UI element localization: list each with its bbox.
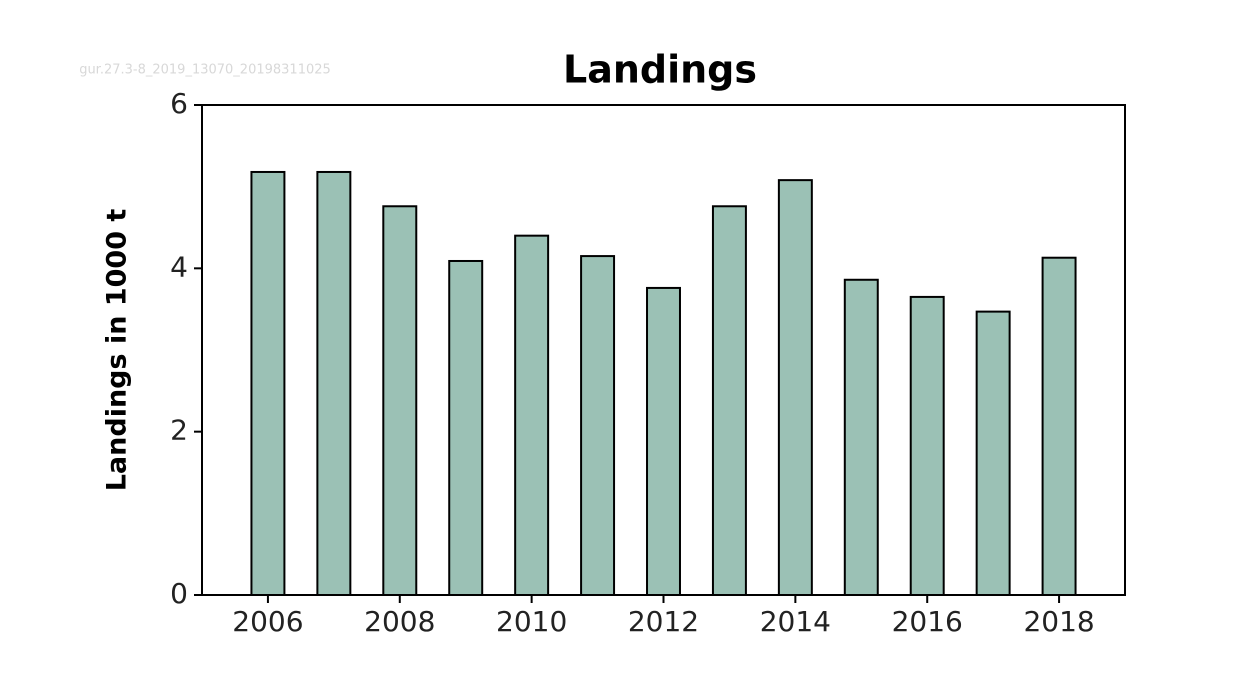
- bar: [646, 286, 681, 596]
- bar: [514, 234, 550, 597]
- plot-frame: [201, 104, 1126, 596]
- bar: [909, 295, 945, 596]
- y-tick-label: 2: [170, 414, 188, 447]
- chart-title: Landings: [563, 48, 757, 92]
- bar: [580, 255, 616, 596]
- y-axis-label: Landings in 1000 t: [102, 209, 133, 492]
- bar: [448, 259, 484, 596]
- x-tick-label: 2018: [1023, 605, 1094, 638]
- y-tick-label: 6: [170, 87, 188, 120]
- bar: [711, 205, 747, 596]
- x-tick-label: 2016: [892, 605, 963, 638]
- x-tick-label: 2014: [760, 605, 831, 638]
- bar: [777, 179, 813, 596]
- bar: [250, 170, 286, 596]
- x-tick-label: 2008: [364, 605, 435, 638]
- watermark: gur.27.3-8_2019_13070_20198311025: [79, 63, 331, 78]
- y-tick-label: 0: [170, 577, 188, 610]
- bar: [975, 310, 1011, 596]
- x-tick-label: 2006: [232, 605, 303, 638]
- bar: [843, 278, 879, 596]
- bar: [316, 170, 352, 596]
- bar: [1041, 256, 1077, 596]
- bar: [382, 205, 418, 596]
- y-tick-label: 4: [170, 250, 188, 283]
- x-tick-label: 2010: [496, 605, 567, 638]
- x-tick-label: 2012: [628, 605, 699, 638]
